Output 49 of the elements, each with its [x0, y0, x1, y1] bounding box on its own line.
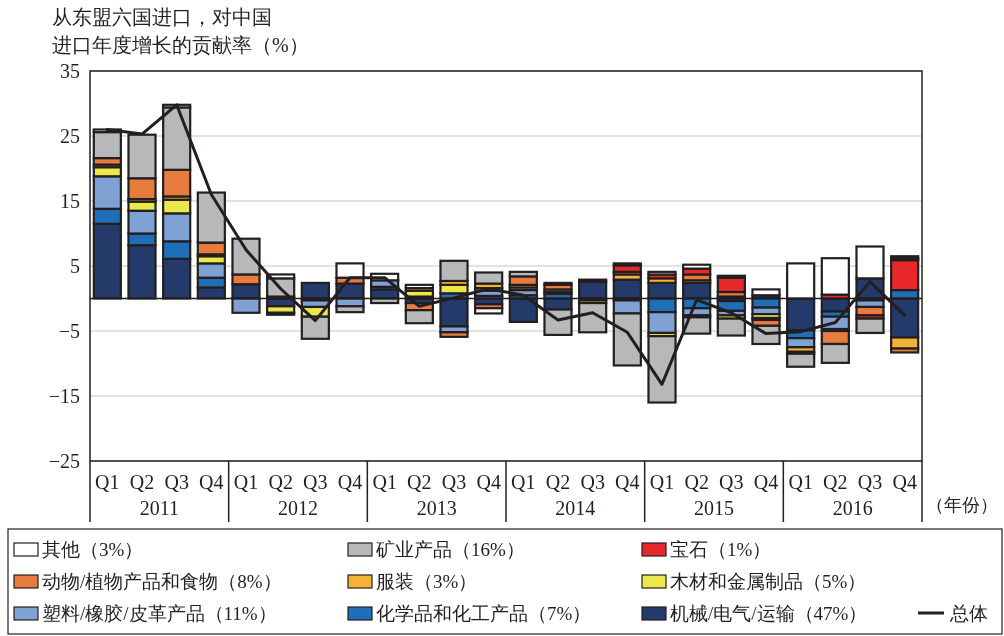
x-tick-label: Q4 — [753, 471, 779, 493]
legend-label: 化学品和化工产品（7%） — [376, 603, 592, 624]
y-tick-label: 25 — [60, 125, 80, 147]
legend-label: 塑料/橡胶/皮革产品（11%） — [42, 603, 277, 624]
text: 2016 — [832, 497, 873, 519]
y-tick-label: 15 — [60, 190, 80, 212]
legend-label: 矿业产品（16%） — [375, 539, 525, 560]
y-axis-title: 从东盟六国进口，对中国进口年度增长的贡献率（%） — [52, 6, 309, 56]
x-tick-label: Q1 — [788, 471, 813, 493]
y-tick-label: −25 — [48, 450, 80, 472]
x-tick-label: Q2 — [129, 471, 155, 493]
x-tick-label: Q1 — [233, 471, 259, 493]
legend-label: 宝石（1%） — [670, 539, 772, 560]
x-tick-label: Q3 — [164, 471, 189, 493]
y-tick-label: 35 — [60, 60, 80, 82]
legend-label: 动物/植物产品和食物（8%） — [42, 571, 282, 592]
x-tick-label: Q3 — [441, 471, 467, 493]
legend-label: 总体 — [949, 603, 988, 624]
text: 2014 — [555, 497, 596, 519]
x-tick-label: Q2 — [823, 471, 848, 493]
x-tick-label: Q4 — [892, 471, 917, 493]
x-tick-label: Q4 — [476, 471, 501, 493]
y-tick-label: 5 — [70, 255, 80, 277]
x-tick-label: Q4 — [199, 471, 224, 493]
legend-label: 机械/电气/运输（47%） — [670, 603, 868, 624]
text: 2011 — [139, 497, 179, 519]
x-tick-label: Q1 — [372, 471, 397, 493]
x-tick-label: Q1 — [649, 471, 675, 493]
x-tick-label: Q3 — [719, 471, 744, 493]
text: 2015 — [694, 497, 734, 519]
legend-label: 其他（3%） — [42, 539, 144, 560]
x-tick-label: Q3 — [580, 471, 605, 493]
x-tick-label: Q4 — [337, 471, 363, 493]
x-tick-label: Q2 — [684, 471, 709, 493]
x-tick-label: Q4 — [615, 471, 640, 493]
x-tick-label: Q1 — [511, 471, 536, 493]
text: 2013 — [416, 497, 457, 519]
x-tick-label: Q1 — [95, 471, 120, 493]
x-tick-label: Q2 — [407, 471, 432, 493]
legend-label: 木材和金属制品（5%） — [670, 571, 867, 592]
legend-label: 服装（3%） — [376, 571, 478, 592]
y-tick-label: −5 — [58, 320, 80, 342]
x-tick-label: Q3 — [857, 471, 883, 493]
text: 2012 — [278, 497, 318, 519]
x-tick-label: Q3 — [303, 471, 328, 493]
x-axis-title: （年份） — [926, 495, 998, 515]
x-tick-label: Q2 — [545, 471, 571, 493]
x-tick-label: Q2 — [268, 471, 293, 493]
y-tick-label: −15 — [48, 385, 80, 407]
